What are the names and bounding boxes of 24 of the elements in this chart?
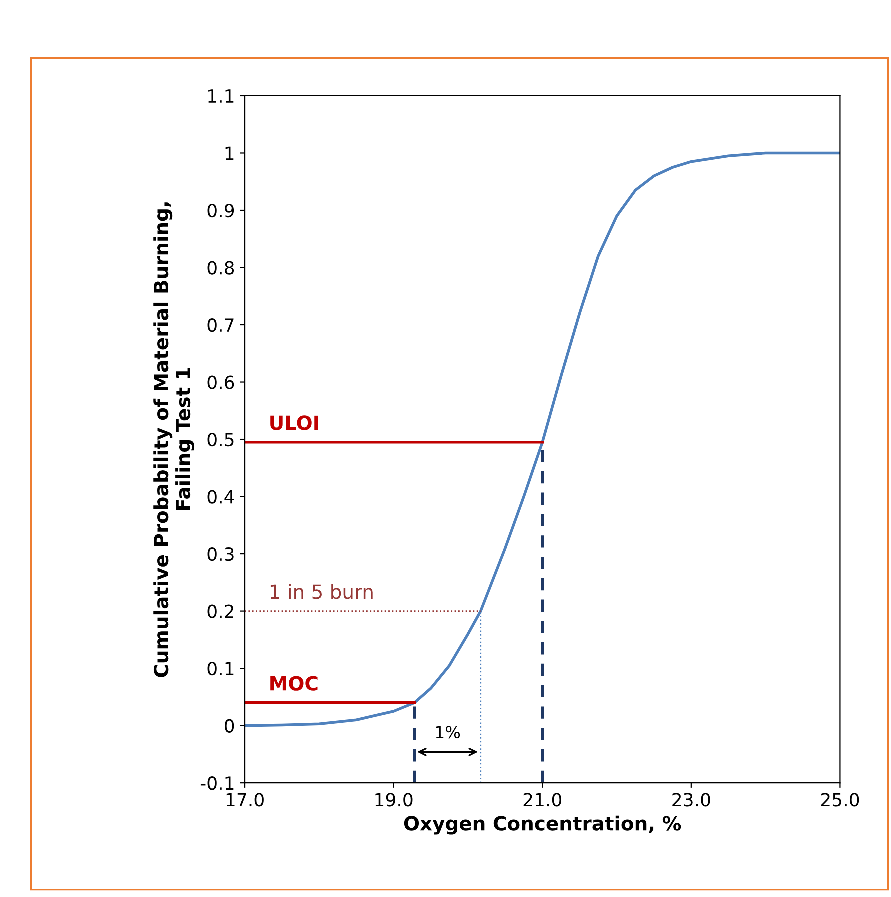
y-tick-label: 0.5 bbox=[208, 432, 234, 447]
y-tick-label: 0.6 bbox=[208, 376, 234, 390]
x-tick-label: 21.0 bbox=[524, 793, 562, 807]
series-label: MOC bbox=[270, 676, 318, 691]
y-tick-label: 0 bbox=[225, 719, 234, 733]
x-tick-label: 19.0 bbox=[376, 793, 413, 807]
y-tick-label: -0.1 bbox=[200, 776, 234, 790]
y-axis-title: Cumulative Probability of Material Burning, Failing Test 1 bbox=[154, 202, 195, 678]
y-tick-label: 0.1 bbox=[208, 662, 234, 676]
y-tick-label: 0.3 bbox=[208, 548, 234, 562]
y-tick-label: 0.7 bbox=[208, 318, 234, 332]
y-tick-label: 0.8 bbox=[208, 261, 234, 275]
x-tick-label: 17.0 bbox=[226, 793, 264, 807]
x-tick-label: 25.0 bbox=[821, 793, 860, 807]
series-label: 1 in 5 burn bbox=[270, 584, 373, 600]
annotation: 1% bbox=[436, 726, 460, 739]
x-tick-label: 23.0 bbox=[672, 793, 710, 807]
y-tick-label: 0.2 bbox=[208, 604, 234, 618]
y-tick-label: 0.9 bbox=[208, 204, 234, 218]
y-tick-label: 0.4 bbox=[208, 490, 234, 504]
y-tick-label: 1.1 bbox=[208, 90, 234, 103]
series-label: ULOI bbox=[270, 416, 318, 430]
x-axis-title: Oxygen Concentration, % bbox=[404, 816, 682, 835]
y-tick-label: 1 bbox=[226, 146, 234, 160]
